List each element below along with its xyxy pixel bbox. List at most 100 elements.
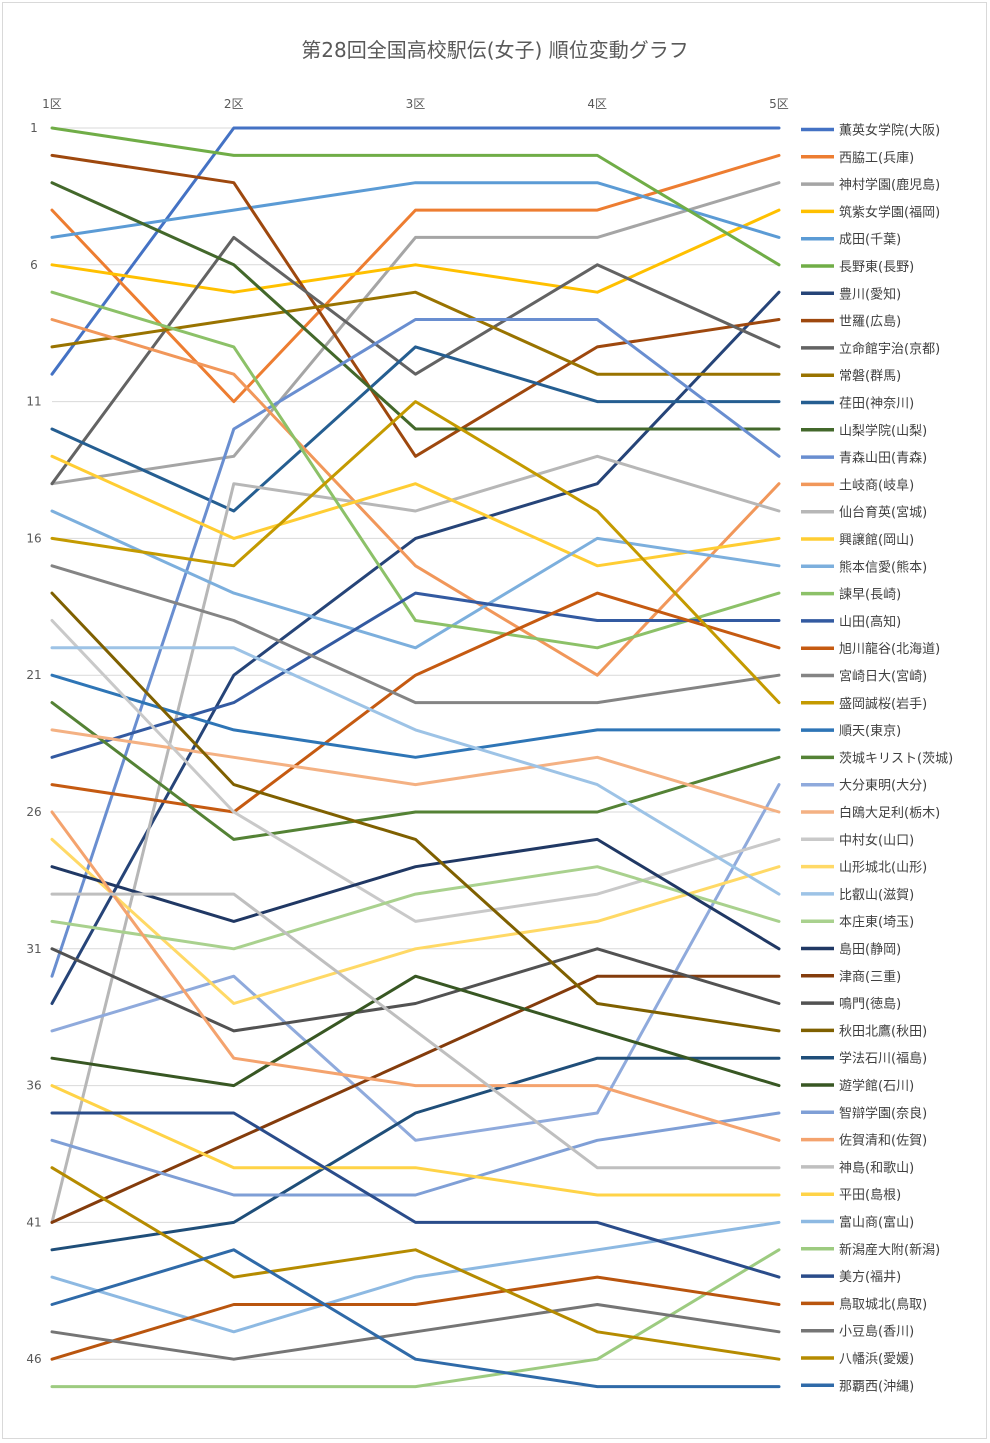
series-line: [50, 181, 781, 486]
legend-label: 鳴門(徳島): [839, 997, 901, 1012]
series-line: [50, 181, 781, 431]
series-line: [50, 235, 781, 486]
y-tick-label: 1: [30, 121, 38, 135]
legend-label: 中村女(山口): [839, 832, 914, 848]
x-axis-labels: 1区 2区 3区 4区 5区: [42, 97, 789, 111]
legend-label: 荏田(神奈川): [839, 397, 914, 412]
series-line: [50, 646, 781, 896]
series-line: [50, 892, 781, 1170]
legend-label: 山形城北(山形): [839, 861, 927, 876]
legend-label: 比叡山(滋賀): [839, 888, 914, 903]
legend-label: 成田(千葉): [839, 233, 901, 248]
legend-label: 白鴎大足利(栃木): [839, 805, 940, 821]
legend-label: 宮崎日大(宮崎): [839, 669, 927, 685]
legend-label: 盛岡誠桜(岩手): [839, 697, 927, 712]
legend-label: 筑紫女学園(福岡): [839, 204, 940, 220]
y-tick-label: 11: [26, 395, 41, 409]
legend-label: 豊川(愛知): [839, 286, 901, 302]
series-line: [50, 974, 781, 1224]
legend-label: 順天(東京): [839, 723, 901, 739]
x-tick-label: 3区: [406, 97, 426, 111]
legend-label: 茨城キリスト(茨城): [839, 751, 953, 766]
series-line: [50, 454, 781, 1224]
legend-label: 西脇工(兵庫): [839, 151, 914, 166]
y-tick-label: 41: [26, 1215, 41, 1229]
legend-label: 秋田北鷹(秋田): [839, 1024, 927, 1039]
legend-label: 旭川龍谷(北海道): [839, 641, 940, 657]
y-tick-label: 16: [26, 531, 41, 545]
series-line: [50, 290, 781, 376]
series-line: [50, 1248, 781, 1389]
series-line: [50, 701, 781, 841]
legend-label: 小豆島(香川): [839, 1325, 914, 1340]
series-line: [50, 1248, 781, 1389]
legend-label: 新潟産大附(新潟): [839, 1242, 940, 1258]
series-line: [50, 837, 781, 1005]
legend-label: 世羅(広島): [839, 315, 901, 330]
legend-label: 青森山田(青森): [839, 451, 927, 466]
legend-label: 立命館宇治(京都): [839, 341, 940, 357]
legend-label: 興譲館(岡山): [839, 532, 914, 548]
series-line: [50, 810, 781, 1142]
series-line: [50, 208, 781, 294]
series-line: [50, 837, 781, 951]
series-line: [50, 1111, 781, 1279]
series-line: [50, 153, 781, 458]
legend-label: 学法石川(福島): [839, 1051, 927, 1067]
legend-label: 土岐商(岐阜): [839, 477, 914, 493]
legend-label: 富山商(富山): [839, 1215, 914, 1231]
legend-label: 大分東明(大分): [839, 778, 927, 794]
legend-label: 津商(三重): [839, 969, 901, 985]
series-line: [50, 1303, 781, 1361]
series-line: [50, 290, 781, 650]
x-tick-label: 2区: [224, 97, 244, 111]
legend-label: 神島(和歌山): [839, 1161, 914, 1176]
legend-label: 山田(高知): [839, 614, 901, 630]
legend-label: 島田(静岡): [839, 943, 901, 958]
series-line: [50, 318, 781, 978]
legend-label: 薫英女学院(大阪): [839, 123, 940, 139]
series-line: [50, 783, 781, 1142]
series-line: [50, 591, 781, 1033]
legend-label: 仙台育英(宮城): [839, 505, 927, 521]
y-tick-label: 46: [26, 1352, 41, 1366]
y-tick-label: 26: [26, 805, 41, 819]
series-line: [50, 1111, 781, 1197]
legend-label: 佐賀清和(佐賀): [839, 1134, 927, 1149]
series-lines: [50, 126, 781, 1389]
series-line: [50, 126, 781, 376]
legend-label: 本庄東(埼玉): [839, 914, 914, 930]
legend-label: 山梨学院(山梨): [839, 423, 927, 439]
legend-label: 智辯学園(奈良): [839, 1105, 927, 1121]
series-line: [50, 126, 781, 267]
series-line: [50, 400, 781, 705]
x-tick-label: 5区: [769, 97, 789, 111]
y-tick-label: 31: [26, 942, 41, 956]
series-line: [50, 865, 781, 951]
series-line: [50, 153, 781, 404]
y-tick-label: 36: [26, 1079, 41, 1093]
legend-label: 鳥取城北(鳥取): [839, 1297, 927, 1312]
legend-label: 常磐(群馬): [839, 369, 901, 384]
series-line: [50, 974, 781, 1088]
y-tick-label: 6: [30, 258, 38, 272]
series-line: [50, 564, 781, 705]
series-line: [50, 1275, 781, 1361]
legend-label: 那覇西(沖縄): [839, 1379, 914, 1394]
legend-label: 遊学館(石川): [839, 1078, 914, 1094]
series-line: [50, 619, 781, 923]
series-line: [50, 1166, 781, 1361]
series-line: [50, 591, 781, 814]
chart-title: 第28回全国高校駅伝(女子) 順位変動グラフ: [301, 38, 689, 62]
x-tick-label: 1区: [42, 97, 62, 111]
legend-label: 諫早(長崎): [839, 587, 901, 603]
legend-label: 長野東(長野): [839, 259, 914, 275]
series-line: [50, 509, 781, 650]
series-line: [50, 454, 781, 568]
legend-label: 熊本信愛(熊本): [839, 559, 927, 575]
series-line: [50, 947, 781, 1033]
legend-label: 美方(福井): [839, 1269, 901, 1285]
